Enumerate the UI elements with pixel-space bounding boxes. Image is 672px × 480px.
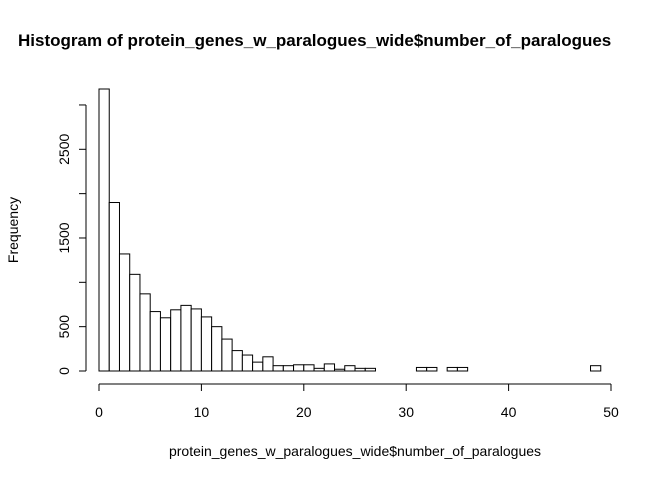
- x-tick-label-40: 40: [501, 404, 517, 420]
- x-tick-label-10: 10: [194, 404, 210, 420]
- histogram-bar-31: [415, 366, 428, 372]
- histogram-bar-7: [170, 309, 182, 372]
- histogram-bar-20: [303, 364, 315, 372]
- histogram-bar-23: [334, 368, 346, 372]
- histogram-bar-1: [108, 202, 120, 372]
- histogram-bar-6: [159, 317, 172, 372]
- histogram-bar-21: [313, 367, 325, 372]
- histogram-bar-19: [293, 364, 305, 372]
- histogram-bar-4: [139, 293, 151, 372]
- histogram-bar-48: [590, 365, 602, 372]
- chart-title: Histogram of protein_genes_w_paralogues_…: [18, 31, 611, 50]
- histogram-bar-17: [272, 365, 284, 372]
- x-axis-label: protein_genes_w_paralogues_wide$number_o…: [169, 443, 541, 459]
- histogram-bar-2: [118, 253, 131, 372]
- y-tick-label-500: 500: [56, 315, 72, 339]
- histogram-bar-12: [221, 338, 233, 372]
- histogram-bar-15: [252, 361, 264, 372]
- histogram-bar-14: [241, 354, 254, 372]
- histogram-bar-13: [231, 350, 243, 372]
- histogram-bar-32: [426, 366, 438, 372]
- y-tick-label-2500: 2500: [56, 134, 72, 165]
- y-tick-label-1500: 1500: [56, 222, 72, 253]
- histogram-bar-5: [149, 311, 161, 372]
- histogram-bar-8: [180, 304, 192, 372]
- histogram-bar-18: [282, 365, 295, 372]
- histogram-bar-3: [129, 273, 141, 372]
- histogram-bar-24: [344, 365, 356, 372]
- y-axis: 0 500 1500 2500: [56, 104, 87, 375]
- histogram-bar-16: [262, 356, 274, 372]
- histogram-bar-35: [456, 366, 469, 372]
- histogram-bar-0: [98, 88, 110, 372]
- x-tick-label-0: 0: [95, 404, 103, 420]
- histogram-bars: [98, 88, 602, 372]
- x-tick-label-20: 20: [296, 404, 312, 420]
- x-tick-label-30: 30: [398, 404, 414, 420]
- histogram-bar-22: [323, 363, 336, 372]
- x-tick-label-50: 50: [603, 404, 619, 420]
- histogram-bar-26: [364, 367, 376, 372]
- histogram-bar-10: [200, 316, 213, 372]
- histogram-bar-25: [354, 367, 366, 372]
- x-axis: 0 10 20 30 40 50: [95, 383, 619, 420]
- histogram-bar-9: [190, 308, 202, 372]
- histogram-bar-11: [211, 326, 223, 372]
- y-tick-label-0: 0: [56, 367, 72, 375]
- y-axis-label: Frequency: [5, 197, 21, 263]
- histogram-bar-34: [446, 366, 458, 372]
